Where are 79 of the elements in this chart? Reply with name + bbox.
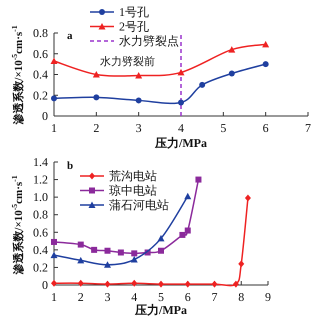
legend-label: 荒沟电站 <box>109 169 157 183</box>
point <box>136 97 142 104</box>
point <box>104 280 110 288</box>
annotation: 水力劈裂前 <box>100 55 155 68</box>
y-tick-label: 1.0 <box>33 190 48 204</box>
point <box>131 250 138 256</box>
point <box>228 46 236 53</box>
annotation: a <box>67 30 73 42</box>
point <box>195 176 202 183</box>
x-tick-label: 5 <box>220 121 226 135</box>
legend-label: 琼中电站 <box>109 184 157 198</box>
point <box>199 82 206 88</box>
y-tick-label: 0.4 <box>33 242 48 257</box>
legend-label: 蒲石河电站 <box>109 198 169 212</box>
y-tick-label: 1.2 <box>33 172 48 187</box>
point <box>262 40 270 48</box>
annotation: b <box>67 160 74 172</box>
y-tick-label: 0.6 <box>33 46 48 61</box>
point <box>244 194 251 202</box>
point <box>262 61 269 68</box>
point <box>158 248 164 254</box>
x-tick-label: 6 <box>262 121 269 135</box>
y-tick-label: 0.4 <box>33 68 48 82</box>
point <box>179 232 186 238</box>
point <box>51 95 57 102</box>
point <box>184 228 191 234</box>
point <box>212 280 218 288</box>
x-tick-label: 5 <box>158 290 164 304</box>
x-tick-label: 6 <box>184 290 191 304</box>
point <box>118 249 124 256</box>
point <box>77 256 84 264</box>
x-tick-label: 8 <box>238 290 244 304</box>
x-tick-label: 4 <box>178 121 184 135</box>
point <box>92 71 100 78</box>
point <box>184 280 191 288</box>
point <box>135 72 142 79</box>
point <box>104 261 111 268</box>
point <box>178 100 184 106</box>
point <box>51 238 57 245</box>
point <box>232 280 239 288</box>
x-tick-label: 7 <box>305 121 311 135</box>
y-tick-label: 0 <box>42 109 48 123</box>
point <box>78 242 84 248</box>
x-tick-label: 2 <box>78 290 84 304</box>
legend-label: 2号孔 <box>119 20 149 34</box>
point <box>228 70 235 76</box>
y-tick-label: 0.8 <box>33 208 48 222</box>
point <box>178 68 184 76</box>
x-tick-label: 3 <box>136 121 142 135</box>
ref-line-label: 水力劈裂点 <box>119 34 179 48</box>
y-tick-label: 1.4 <box>33 155 48 169</box>
point <box>50 58 58 64</box>
point <box>158 280 164 288</box>
x-tick-label: 1 <box>51 290 57 304</box>
point <box>158 234 164 242</box>
point <box>104 248 110 254</box>
point <box>78 280 84 287</box>
y-tick-label: 0 <box>42 278 48 292</box>
x-tick-label: 1 <box>51 121 57 135</box>
point <box>51 280 57 287</box>
point <box>238 260 244 268</box>
x-tick-label: 7 <box>212 290 218 304</box>
legend-label: 1号孔 <box>119 5 149 19</box>
y-tick-label: 0.8 <box>33 26 48 40</box>
x-tick-label: 4 <box>131 290 138 304</box>
x-axis-title: 压力/MPa <box>154 136 207 150</box>
y-tick-label: 0.2 <box>33 260 48 274</box>
point <box>130 256 138 263</box>
y-tick-label: 0.2 <box>33 88 48 102</box>
point <box>131 280 138 287</box>
y-tick-label: 0.6 <box>33 225 48 240</box>
x-tick-label: 2 <box>93 121 100 135</box>
point <box>91 246 98 253</box>
x-axis-title: 压力/MPa <box>134 303 187 317</box>
x-tick-label: 3 <box>104 290 110 304</box>
point <box>93 94 100 100</box>
point <box>184 192 192 200</box>
point <box>50 252 58 258</box>
x-tick-label: 9 <box>265 290 271 304</box>
